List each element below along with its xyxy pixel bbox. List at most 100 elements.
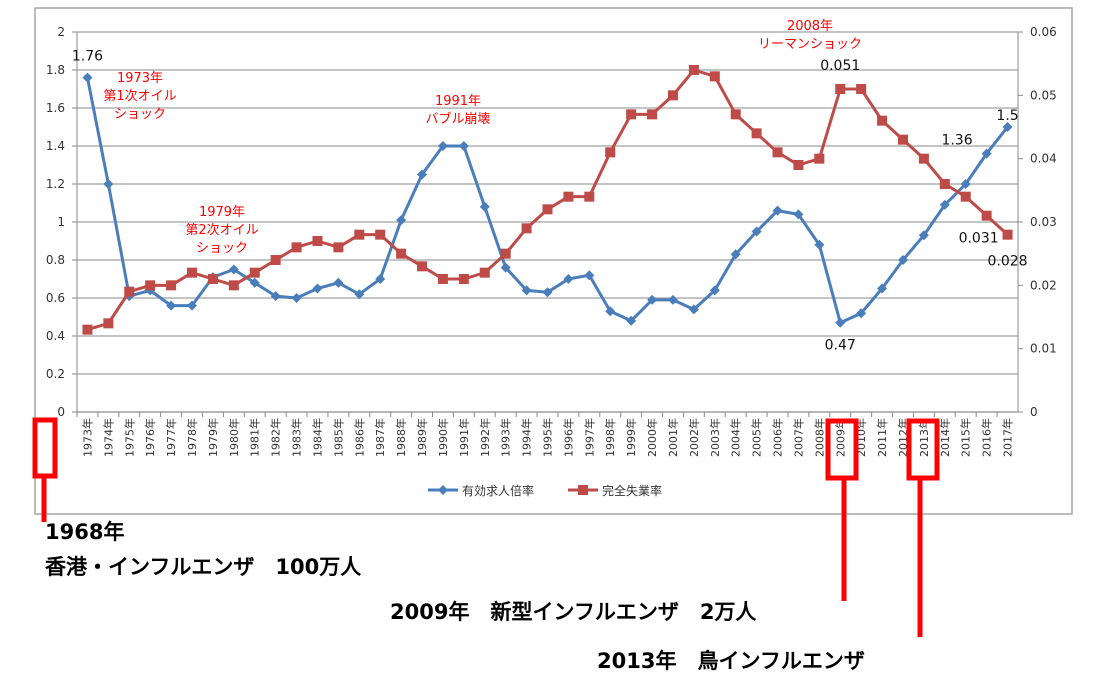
data-point xyxy=(751,226,762,237)
data-point xyxy=(437,274,448,284)
data-point xyxy=(835,84,846,94)
data-point xyxy=(563,274,574,284)
data-point xyxy=(375,274,386,284)
note-1968-year: 1968年 xyxy=(45,520,125,544)
x-tick-label: 1994年 xyxy=(520,418,534,457)
y2-tick-label: 0.02 xyxy=(1030,278,1057,292)
data-point xyxy=(187,267,198,278)
data-point xyxy=(103,318,114,329)
data-point xyxy=(291,242,302,253)
data-point xyxy=(187,300,198,311)
event-annotation: 1979年第2次オイルショック xyxy=(185,205,258,256)
data-point xyxy=(166,280,177,291)
annotation-line: 第1次オイル xyxy=(103,88,176,104)
x-tick-label: 2012年 xyxy=(896,418,910,457)
data-point xyxy=(291,293,302,303)
data-point xyxy=(396,248,407,259)
x-tick-label: 2009年 xyxy=(833,418,847,457)
x-tick-label: 2014年 xyxy=(938,418,952,457)
x-tick-label: 1982年 xyxy=(269,418,283,457)
data-point xyxy=(605,306,616,317)
data-point xyxy=(354,289,365,300)
x-tick-label: 2000年 xyxy=(645,418,659,457)
x-tick-label: 1989年 xyxy=(415,418,429,457)
data-point xyxy=(1002,229,1013,240)
data-point xyxy=(939,179,950,189)
x-tick-label: 2004年 xyxy=(729,418,743,457)
y-tick-label: 1.8 xyxy=(46,63,65,77)
data-point xyxy=(939,199,950,210)
annotation-line: 1979年 xyxy=(199,205,245,220)
data-point xyxy=(521,285,532,296)
x-tick-label: 1975年 xyxy=(122,418,136,457)
x-tick-label: 1977年 xyxy=(164,418,178,457)
data-point xyxy=(626,315,637,326)
y-tick-label: 0.8 xyxy=(46,253,65,267)
legend-marker xyxy=(438,485,448,495)
y2-tick-label: 0.04 xyxy=(1030,152,1057,166)
data-point xyxy=(458,141,469,151)
x-tick-label: 1990年 xyxy=(436,418,450,457)
data-point xyxy=(814,153,825,164)
x-tick-label: 1978年 xyxy=(185,418,199,457)
data-point xyxy=(82,72,93,83)
data-point xyxy=(730,249,741,260)
data-point xyxy=(542,287,553,298)
data-point xyxy=(918,153,929,164)
data-label: 1.5 xyxy=(996,108,1018,124)
data-point xyxy=(479,201,490,212)
legend-marker xyxy=(578,485,588,495)
data-label: 0.47 xyxy=(825,338,856,354)
annotation-line: バブル崩壊 xyxy=(425,111,490,127)
y2-tick-label: 0.03 xyxy=(1030,215,1057,229)
data-point xyxy=(270,255,281,265)
data-point xyxy=(772,147,783,158)
data-point xyxy=(626,109,637,120)
data-point xyxy=(877,283,888,294)
event-annotation: 1973年第1次オイルショック xyxy=(103,71,176,122)
x-tick-label: 1993年 xyxy=(499,418,513,457)
data-point xyxy=(166,300,177,311)
data-point xyxy=(417,169,428,180)
x-tick-label: 1999年 xyxy=(624,418,638,457)
y-tick-label: 0 xyxy=(57,405,65,419)
y2-tick-label: 0.06 xyxy=(1030,25,1057,39)
x-tick-label: 2003年 xyxy=(708,418,722,457)
data-point xyxy=(960,179,971,189)
data-point xyxy=(647,109,658,120)
y-tick-label: 0.2 xyxy=(46,367,65,381)
x-tick-label: 2001年 xyxy=(666,418,680,457)
x-tick-label: 1973年 xyxy=(80,418,94,457)
data-point xyxy=(877,115,888,126)
data-point xyxy=(124,286,135,297)
data-point xyxy=(897,134,908,145)
data-point xyxy=(730,109,741,120)
data-point xyxy=(897,255,908,265)
y-tick-label: 1 xyxy=(57,215,65,229)
x-tick-label: 1974年 xyxy=(101,418,115,457)
data-point xyxy=(103,179,114,189)
data-point xyxy=(249,267,260,278)
x-tick-label: 2006年 xyxy=(771,418,785,457)
y-tick-label: 0.4 xyxy=(46,329,65,343)
data-point xyxy=(1002,122,1013,132)
data-point xyxy=(981,210,992,221)
annotation-line: リーマンショック xyxy=(758,37,862,52)
x-tick-label: 1985年 xyxy=(331,418,345,457)
data-point xyxy=(333,242,344,253)
y2-tick-label: 0.01 xyxy=(1030,342,1057,356)
data-label: 0.028 xyxy=(987,254,1027,270)
y2-tick-label: 0.05 xyxy=(1030,88,1057,102)
data-point xyxy=(584,270,595,281)
data-label: 1.36 xyxy=(941,133,972,149)
data-point xyxy=(584,191,595,202)
x-tick-label: 1983年 xyxy=(290,418,304,457)
annotation-line: ショック xyxy=(196,241,248,256)
note-2013-bird-flu: 2013年 鳥インフルエンザ xyxy=(597,649,865,673)
data-point xyxy=(709,71,720,82)
data-point xyxy=(960,191,971,202)
data-point xyxy=(793,209,804,220)
data-point xyxy=(667,90,678,101)
y2-tick-label: 0 xyxy=(1030,405,1038,419)
data-point xyxy=(688,65,699,75)
